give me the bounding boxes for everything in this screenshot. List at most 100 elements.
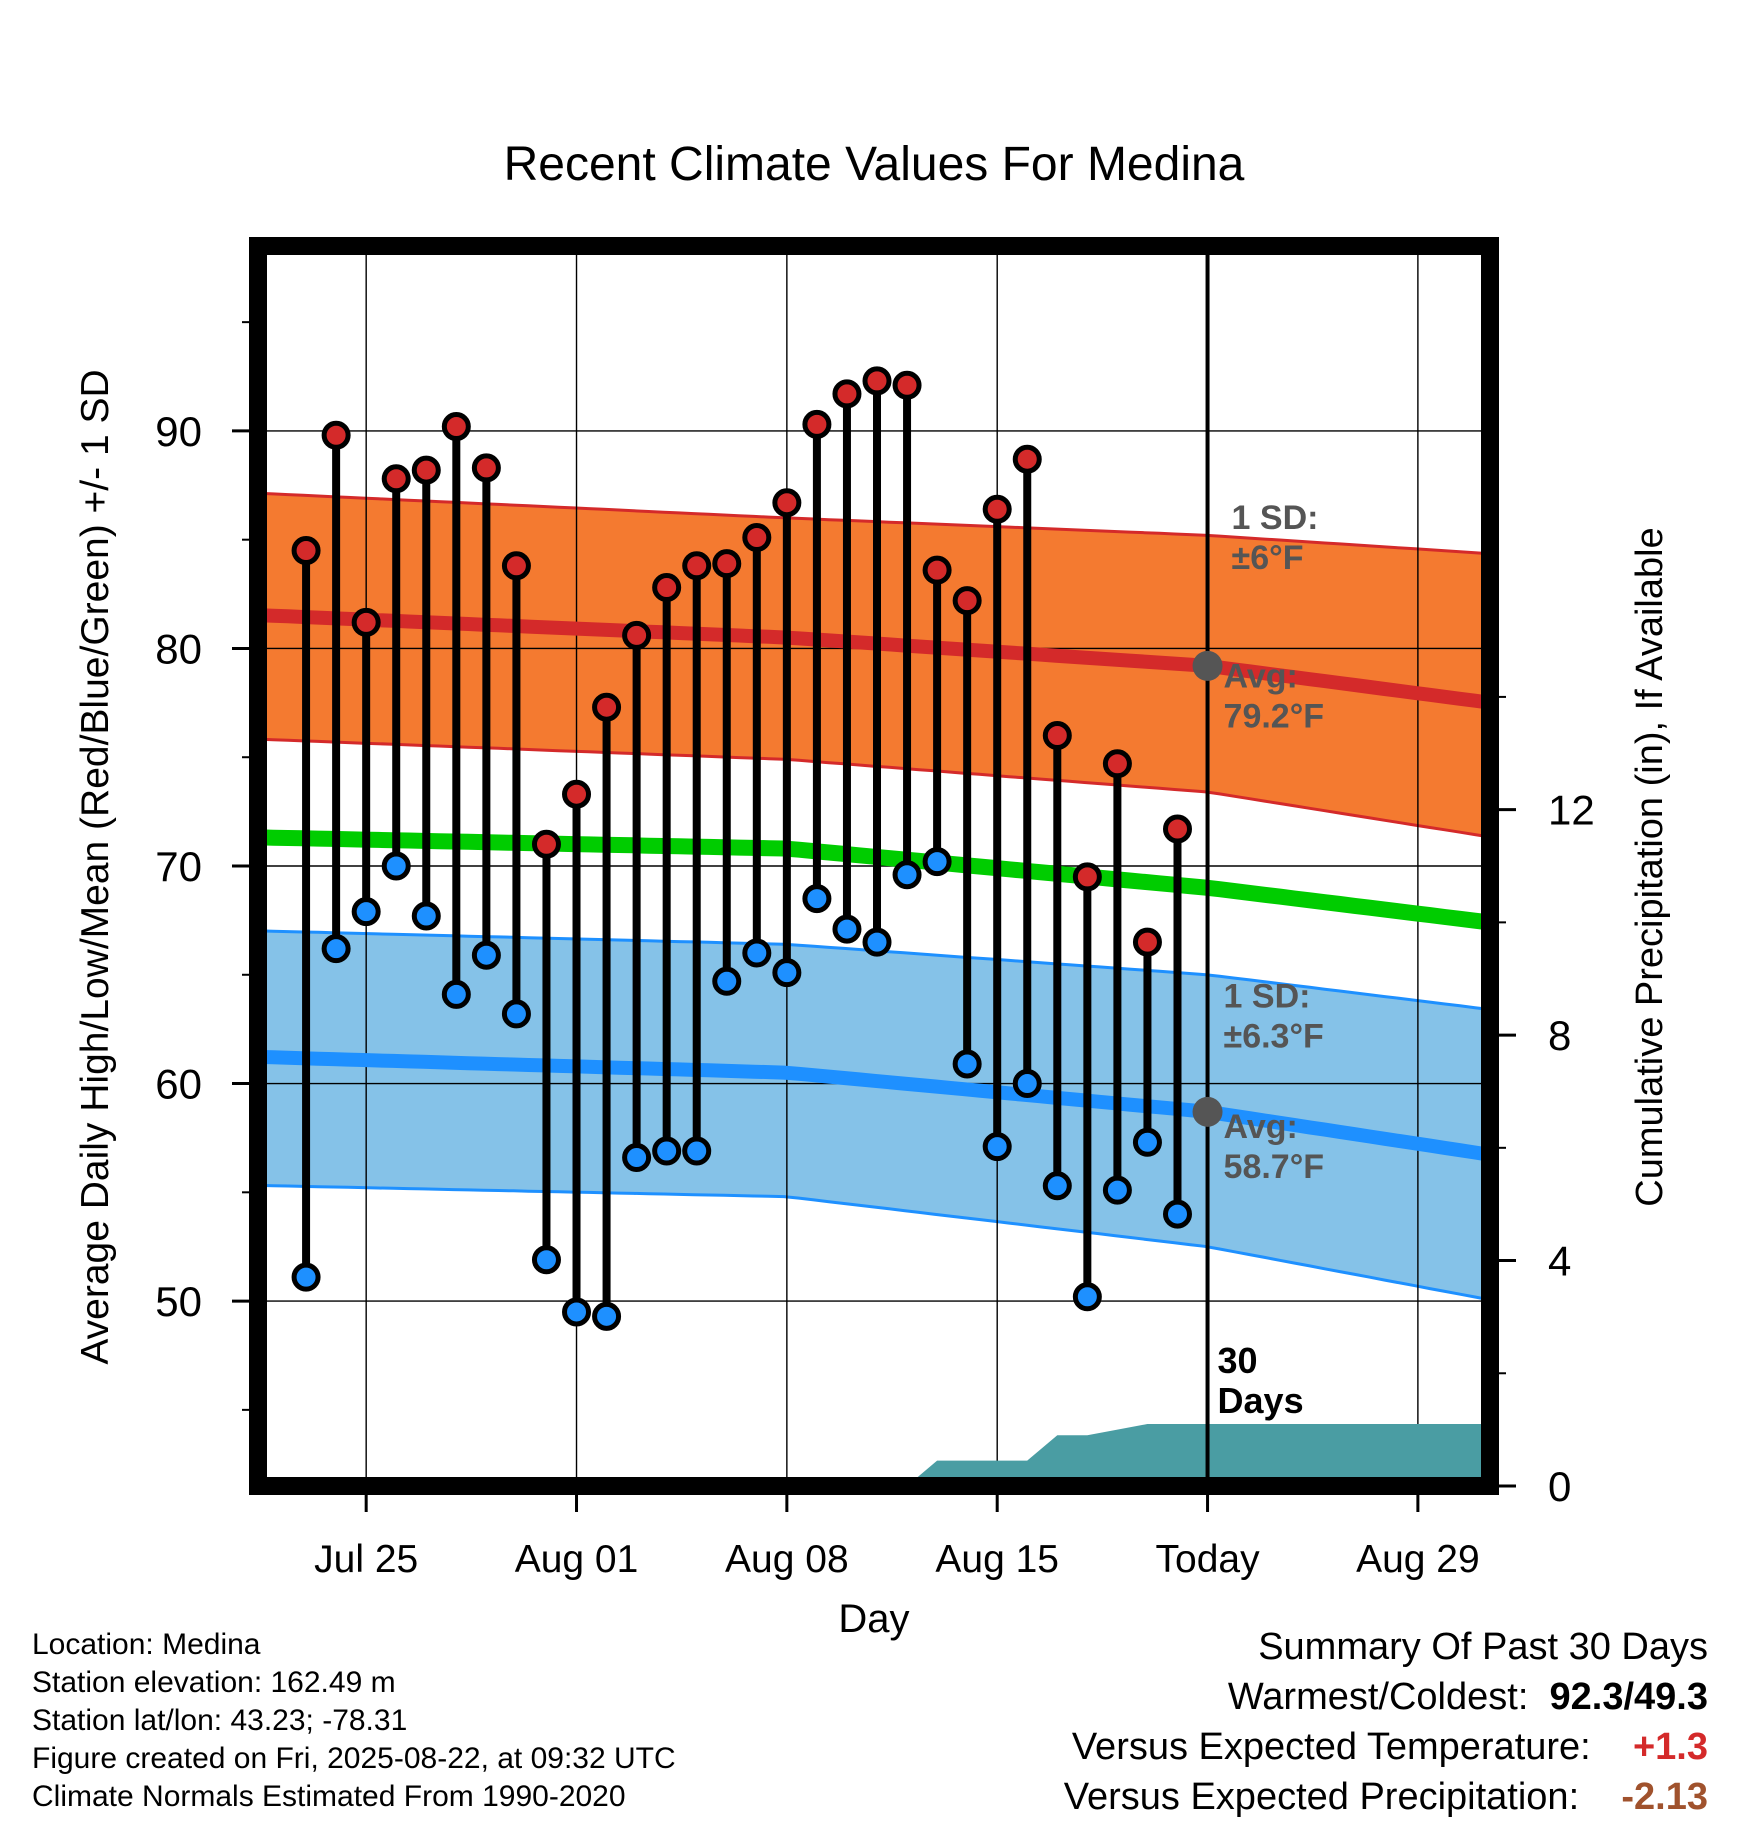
low-sd-lower-line [257,1183,1491,1302]
summary-warmest-value: 92.3/49.3 [1549,1676,1708,1718]
high-point [501,551,531,581]
summary-warmest-row: Warmest/Coldest: 92.3/49.3 [1064,1672,1708,1722]
low-point [471,940,501,970]
y2-axis-title: Cumulative Precipitation (in), If Availa… [1629,527,1671,1206]
high-point [652,573,682,603]
low-point [291,1262,321,1292]
high-point [1102,749,1132,779]
high-point [982,494,1012,524]
high-point [1072,862,1102,892]
high-point [952,586,982,616]
high-point [1042,720,1072,750]
observations [291,366,1192,1331]
low-point [1162,1199,1192,1229]
y2-tick-label: 0 [1548,1463,1571,1510]
low-point [742,938,772,968]
high-point [772,488,802,518]
x-tick-label: Aug 29 [1356,1538,1480,1581]
high-point [622,620,652,650]
low-point [562,1297,592,1327]
info-normals: Climate Normals Estimated From 1990-2020 [32,1780,626,1813]
y2-tick-label: 12 [1548,787,1595,834]
low-point [862,927,892,957]
high-point [592,692,622,722]
low-point [592,1301,622,1331]
low-point [802,884,832,914]
low-avg-annotation: Avg: [1224,1108,1298,1146]
low-point [501,999,531,1029]
low-point [622,1143,652,1173]
precip-area-shape [907,1424,1490,1486]
low-point [351,897,381,927]
chart-title: Recent Climate Values For Medina [504,138,1245,191]
high-avg-annotation: 79.2°F [1224,698,1325,736]
today-high-avg-marker [1192,650,1223,681]
high-point [1132,927,1162,957]
high-point [291,536,321,566]
x-tick-label: Jul 25 [314,1538,418,1581]
low-point [1102,1175,1132,1205]
high-point [892,370,922,400]
y-tick-label: 70 [155,843,202,890]
x-tick-label: Aug 08 [725,1538,849,1581]
low-point [1132,1127,1162,1157]
high-point [562,779,592,809]
x-tick-label: Aug 15 [935,1538,1059,1581]
info-created: Figure created on Fri, 2025-08-22, at 09… [32,1742,676,1775]
today-low-avg-marker [1192,1096,1223,1127]
y-axis-title: Average Daily High/Low/Mean (Red/Blue/Gr… [74,369,117,1364]
low-point [441,979,471,1009]
high-point [321,420,351,450]
precip-area [907,1424,1490,1486]
high-point [802,409,832,439]
low-sd-annotation: ±6.3°F [1224,1017,1324,1055]
x-tick-label: Aug 01 [515,1538,639,1581]
y2-tick-label: 4 [1548,1238,1571,1285]
low-normal-line [257,1049,1492,1162]
low-point [1012,1069,1042,1099]
summary-panel: Summary Of Past 30 Days Warmest/Coldest:… [1064,1622,1708,1822]
summary-temp-row: Versus Expected Temperature: +1.3 [1064,1722,1708,1772]
high-point [1012,444,1042,474]
low-point [982,1132,1012,1162]
summary-precip-row: Versus Expected Precipitation: -2.13 [1064,1772,1708,1822]
info-elevation: Station elevation: 162.49 m [32,1666,396,1699]
summary-precip-value: -2.13 [1621,1776,1708,1818]
low-point [1042,1171,1072,1201]
info-location: Location: Medina [32,1628,261,1661]
high-point [351,607,381,637]
summary-warmest-label: Warmest/Coldest: [1227,1676,1529,1718]
low-point [411,901,441,931]
low-point [682,1136,712,1166]
y-tick-label: 50 [155,1278,202,1325]
summary-precip-label: Versus Expected Precipitation: [1063,1776,1580,1818]
high-sd-annotation: ±6°F [1232,539,1304,577]
high-point [531,829,561,859]
low-point [1072,1282,1102,1312]
plot-frame [249,237,1499,1495]
high-point [682,551,712,581]
low-point [952,1049,982,1079]
y-tick-label: 80 [155,625,202,672]
high-point [381,464,411,494]
low-point [892,860,922,890]
high-point [922,555,952,585]
x-tick-label: Today [1156,1538,1261,1581]
summary-temp-label: Versus Expected Temperature: [1071,1726,1591,1768]
high-point [441,412,471,442]
low-point [652,1136,682,1166]
info-latlon: Station lat/lon: 43.23; -78.31 [32,1704,408,1737]
low-avg-annotation: 58.7°F [1224,1148,1325,1186]
high-point [1162,814,1192,844]
x-axis-title: Day [838,1597,909,1641]
y2-tick-label: 8 [1548,1012,1571,1059]
low-point [922,847,952,877]
y-tick-label: 60 [155,1061,202,1108]
y-tick-label: 90 [155,408,202,455]
days-annotation: Days [1218,1380,1304,1421]
axes: 50 60 70 80 90 0 4 8 12 Jul 25 Aug 01 Aug 08 Aug 15 T… [155,237,1595,1581]
high-avg-annotation: Avg: [1224,658,1298,696]
low-point [712,966,742,996]
